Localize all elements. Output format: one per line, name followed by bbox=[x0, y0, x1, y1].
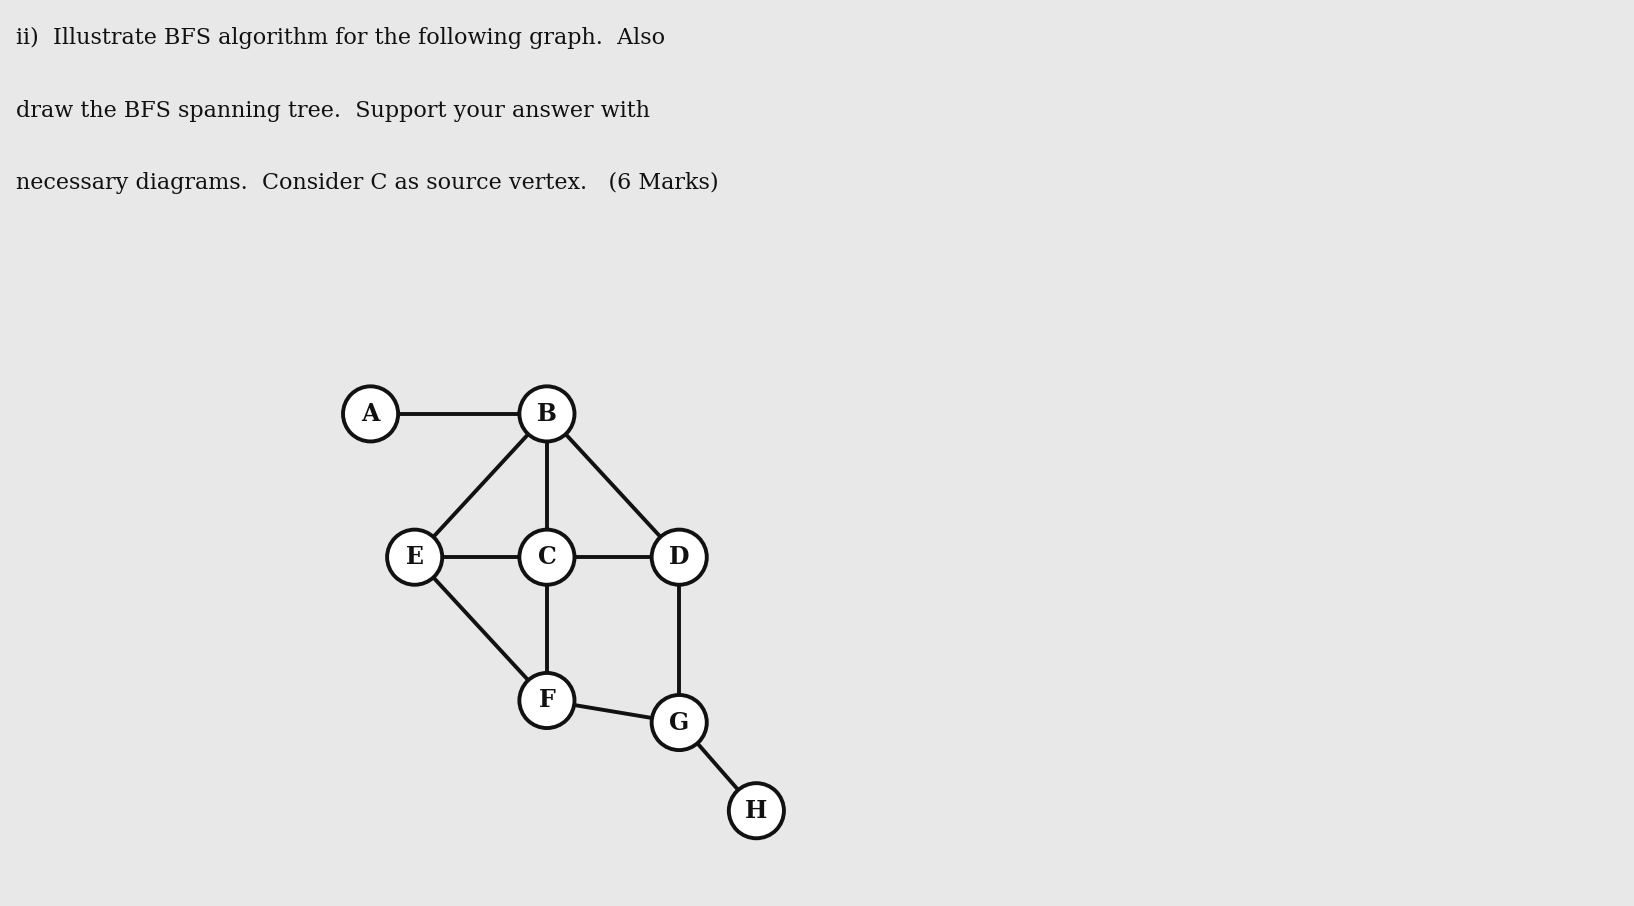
Text: A: A bbox=[361, 402, 379, 426]
Circle shape bbox=[387, 530, 443, 584]
Text: D: D bbox=[668, 545, 690, 569]
Circle shape bbox=[652, 530, 708, 584]
Circle shape bbox=[520, 530, 575, 584]
Circle shape bbox=[729, 783, 784, 838]
Text: F: F bbox=[539, 689, 556, 712]
Text: necessary diagrams.  Consider C as source vertex.   (6 Marks): necessary diagrams. Consider C as source… bbox=[16, 172, 719, 194]
Text: C: C bbox=[538, 545, 556, 569]
Circle shape bbox=[652, 695, 708, 750]
Circle shape bbox=[343, 386, 399, 441]
Text: G: G bbox=[668, 710, 690, 735]
Text: ii)  Illustrate BFS algorithm for the following graph.  Also: ii) Illustrate BFS algorithm for the fol… bbox=[16, 27, 665, 49]
Text: draw the BFS spanning tree.  Support your answer with: draw the BFS spanning tree. Support your… bbox=[16, 100, 650, 121]
Circle shape bbox=[520, 386, 575, 441]
Text: E: E bbox=[405, 545, 423, 569]
Text: B: B bbox=[538, 402, 557, 426]
Circle shape bbox=[520, 673, 575, 728]
Text: H: H bbox=[745, 799, 768, 823]
